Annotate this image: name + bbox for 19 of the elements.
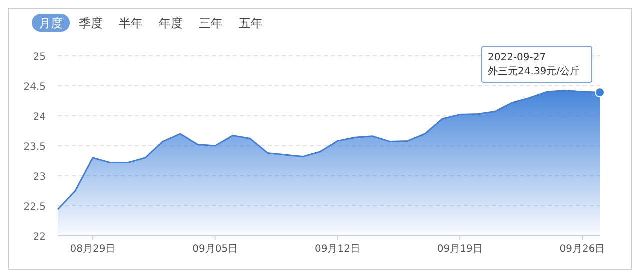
text: 月度 (39, 16, 63, 30)
text: 年度 (159, 16, 183, 30)
y-tick-label: 25 (33, 52, 46, 63)
y-tick-label: 23.5 (24, 142, 46, 153)
x-tick-label: 09月05日 (192, 244, 238, 255)
x-tick-label: 09月26日 (560, 244, 606, 255)
y-tick-label: 23 (33, 172, 46, 183)
x-tick-label: 09月19日 (437, 244, 483, 255)
text: 三年 (199, 16, 223, 30)
text: 半年 (119, 16, 143, 30)
x-tick-label: 09月12日 (315, 244, 360, 255)
y-tick-label: 24 (33, 112, 46, 123)
text: 季度 (79, 16, 103, 30)
text: 五年 (239, 16, 263, 30)
y-tick-label: 22.5 (24, 202, 46, 213)
annotation: 2022-09-27 外三元24.39元/公斤 (488, 52, 580, 78)
y-tick-label: 22 (33, 232, 46, 243)
x-tick-label: 08月29日 (70, 244, 116, 255)
y-tick-label: 24.5 (24, 82, 46, 93)
